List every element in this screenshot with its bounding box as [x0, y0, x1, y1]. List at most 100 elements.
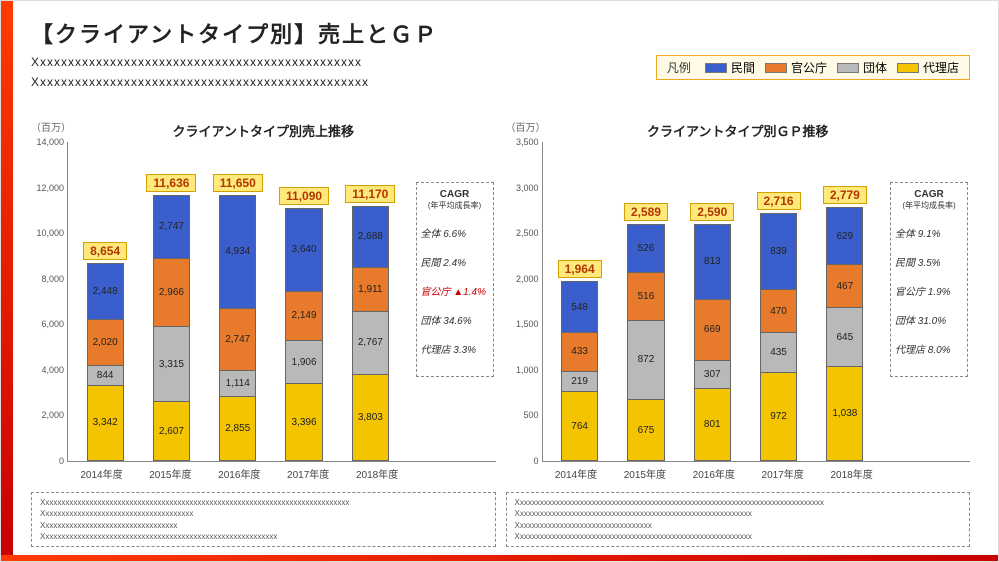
note-line: Xxxxxxxxxxxxxxxxxxxxxxxxxxxxxxxxxxxxxxxx…	[40, 531, 487, 542]
bar-segment: 219	[561, 371, 598, 391]
footnote-right: Xxxxxxxxxxxxxxxxxxxxxxxxxxxxxxxxxxxxxxxx…	[506, 492, 971, 547]
y-tick: 2,000	[507, 274, 539, 284]
bar-segment: 2,688	[352, 206, 389, 267]
bar-segment: 669	[694, 299, 731, 360]
bar-segment: 801	[694, 388, 731, 461]
y-tick: 10,000	[32, 228, 64, 238]
cagr-row: 全体 6.6%	[421, 225, 489, 240]
bar-segment: 629	[826, 207, 863, 265]
note-line: Xxxxxxxxxxxxxxxxxxxxxxxxxxxxxxxxxxxxxxxx…	[40, 497, 487, 508]
cagr-row: 代理店 8.0%	[895, 341, 963, 356]
bar-segment: 764	[561, 391, 598, 461]
bar-total: 2,590	[690, 203, 734, 221]
cagr-row: 官公庁 ▲1.4%	[421, 283, 489, 298]
chart-title: クライアントタイプ別ＧＰ推移	[506, 121, 971, 140]
x-label: 2016年度	[679, 462, 748, 481]
bar-segment: 2,448	[87, 263, 124, 319]
bar-segment: 2,149	[285, 291, 322, 340]
y-tick: 0	[507, 456, 539, 466]
bar-total: 8,654	[83, 242, 127, 260]
x-label: 2016年度	[205, 462, 274, 481]
bar-segment: 1,114	[219, 370, 256, 395]
y-tick: 6,000	[32, 319, 64, 329]
cagr-head: CAGR	[421, 189, 489, 200]
legend-item: 代理店	[923, 59, 959, 76]
y-tick: 3,000	[507, 183, 539, 193]
cagr-row: 全体 9.1%	[895, 225, 963, 240]
x-label: 2014年度	[542, 462, 611, 481]
bar-segment: 307	[694, 360, 731, 388]
cagr-row: 団体 34.6%	[421, 312, 489, 327]
bar-segment: 3,640	[285, 208, 322, 291]
bar-total: 11,170	[345, 185, 395, 203]
bar-segment: 4,934	[219, 195, 256, 308]
chart-gp: （百万） クライアントタイプ別ＧＰ推移 7642194335481,964675…	[506, 121, 971, 501]
chart-title: クライアントタイプ別売上推移	[31, 121, 496, 140]
x-label: 2015年度	[136, 462, 205, 481]
bar-segment: 526	[627, 224, 664, 272]
y-tick: 2,000	[32, 410, 64, 420]
bar-total: 2,589	[624, 203, 668, 221]
bar-segment: 516	[627, 272, 664, 319]
note-line: Xxxxxxxxxxxxxxxxxxxxxxxxxxxxxxxxxxxxxx	[40, 508, 487, 519]
cagr-head: CAGR	[895, 189, 963, 200]
bar-segment: 2,607	[153, 401, 190, 461]
legend-swatch	[837, 63, 859, 73]
bar-segment: 3,342	[87, 385, 124, 461]
legend-item: 団体	[863, 59, 887, 76]
bar-segment: 2,020	[87, 319, 124, 365]
cagr-sub: (年平均成長率)	[895, 200, 963, 211]
y-tick: 12,000	[32, 183, 64, 193]
bar-segment: 2,747	[219, 308, 256, 371]
cagr-row: 民間 3.5%	[895, 254, 963, 269]
y-tick: 0	[32, 456, 64, 466]
bar-total: 2,779	[823, 186, 867, 204]
x-label: 2014年度	[67, 462, 136, 481]
x-label: 2017年度	[274, 462, 343, 481]
cagr-sub: (年平均成長率)	[421, 200, 489, 211]
cagr-row: 団体 31.0%	[895, 312, 963, 327]
legend-label: 凡例	[667, 59, 691, 76]
y-tick: 3,500	[507, 137, 539, 147]
cagr-row: 民間 2.4%	[421, 254, 489, 269]
bar-segment: 972	[760, 372, 797, 461]
y-tick: 500	[507, 410, 539, 420]
bar-segment: 645	[826, 307, 863, 366]
bar-segment: 1,906	[285, 340, 322, 384]
bar-total: 11,650	[213, 174, 263, 192]
legend-swatch	[897, 63, 919, 73]
bar-segment: 2,747	[153, 195, 190, 258]
note-line: Xxxxxxxxxxxxxxxxxxxxxxxxxxxxxxxxxx	[515, 520, 962, 531]
y-tick: 1,000	[507, 365, 539, 375]
legend-item: 官公庁	[791, 59, 827, 76]
legend: 凡例 民間 官公庁 団体 代理店	[656, 55, 970, 80]
note-line: Xxxxxxxxxxxxxxxxxxxxxxxxxxxxxxxxxxxxxxxx…	[515, 497, 962, 508]
bar-segment: 1,038	[826, 366, 863, 461]
bar-segment: 2,767	[352, 311, 389, 374]
bar-segment: 2,855	[219, 396, 256, 461]
bar-segment: 548	[561, 281, 598, 331]
bar-total: 2,716	[757, 192, 801, 210]
bar-segment: 3,803	[352, 374, 389, 461]
bar-segment: 813	[694, 224, 731, 298]
bar-segment: 433	[561, 332, 598, 372]
footnote-left: Xxxxxxxxxxxxxxxxxxxxxxxxxxxxxxxxxxxxxxxx…	[31, 492, 496, 547]
bar-total: 1,964	[558, 260, 602, 278]
slide-title: 【クライアントタイプ別】売上とＧＰ	[31, 17, 438, 49]
bar-segment: 3,396	[285, 383, 322, 461]
x-label: 2017年度	[748, 462, 817, 481]
bar-segment: 435	[760, 332, 797, 372]
bar-segment: 844	[87, 365, 124, 384]
bar-segment: 1,911	[352, 267, 389, 311]
legend-item: 民間	[731, 59, 755, 76]
x-label: 2018年度	[343, 462, 412, 481]
note-line: Xxxxxxxxxxxxxxxxxxxxxxxxxxxxxxxxxx	[40, 520, 487, 531]
x-label: 2015年度	[610, 462, 679, 481]
bar-total: 11,636	[146, 174, 196, 192]
y-tick: 14,000	[32, 137, 64, 147]
y-unit: （百万）	[31, 119, 71, 134]
y-tick: 4,000	[32, 365, 64, 375]
y-tick: 1,500	[507, 319, 539, 329]
cagr-row: 代理店 3.3%	[421, 341, 489, 356]
cagr-row: 官公庁 1.9%	[895, 283, 963, 298]
